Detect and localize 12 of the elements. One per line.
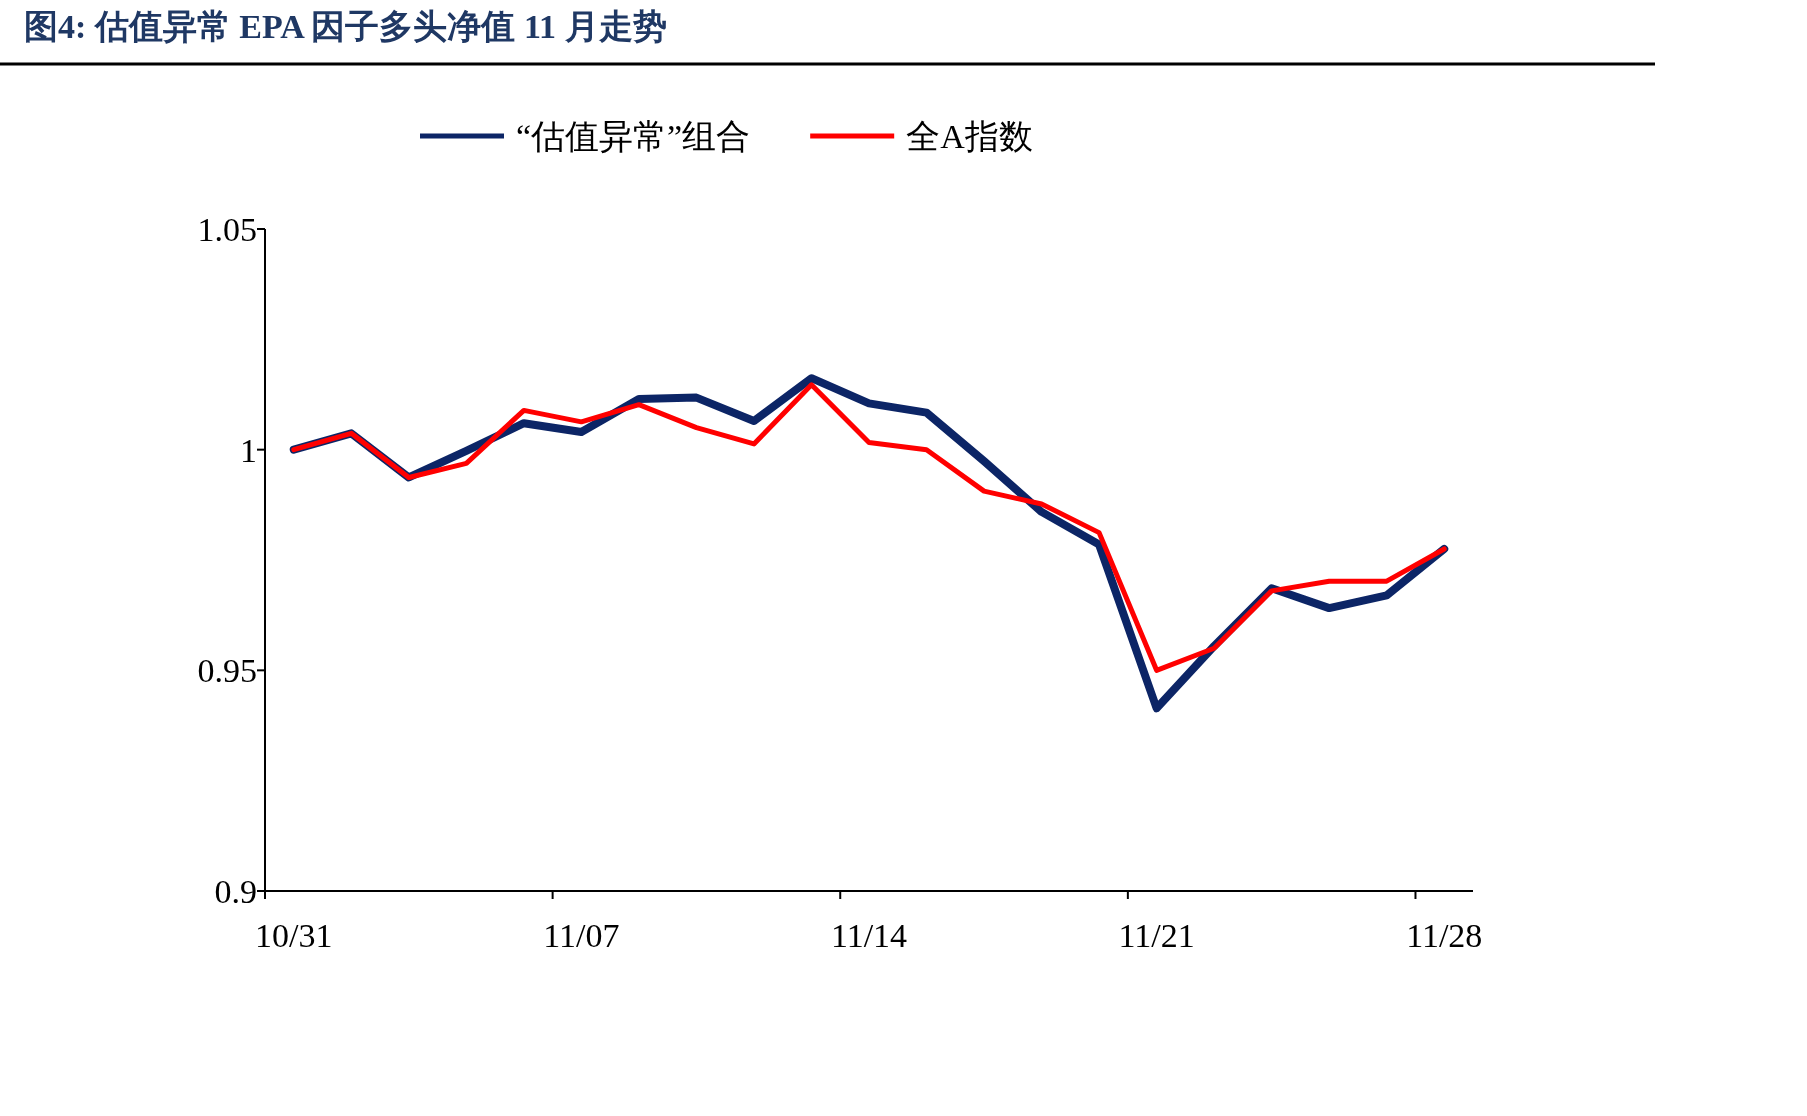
x-tick-label: 11/07 [543,917,620,954]
y-tick-label: 1.05 [197,211,257,248]
y-tick-label: 0.95 [197,652,257,690]
x-tick-label: 10/31 [255,917,333,954]
chart-title: 图4: 估值异常 EPA 因子多头净值 11 月走势 [24,8,667,45]
x-tick-label: 11/14 [830,917,908,954]
legend-label: “估值异常”组合 [516,118,751,155]
legend-label: 全A指数 [906,118,1033,155]
y-tick-label: 0.9 [214,873,257,910]
y-tick-label: 1 [240,431,257,469]
x-tick-label: 11/21 [1118,917,1195,954]
x-tick-label: 11/28 [1406,917,1483,954]
